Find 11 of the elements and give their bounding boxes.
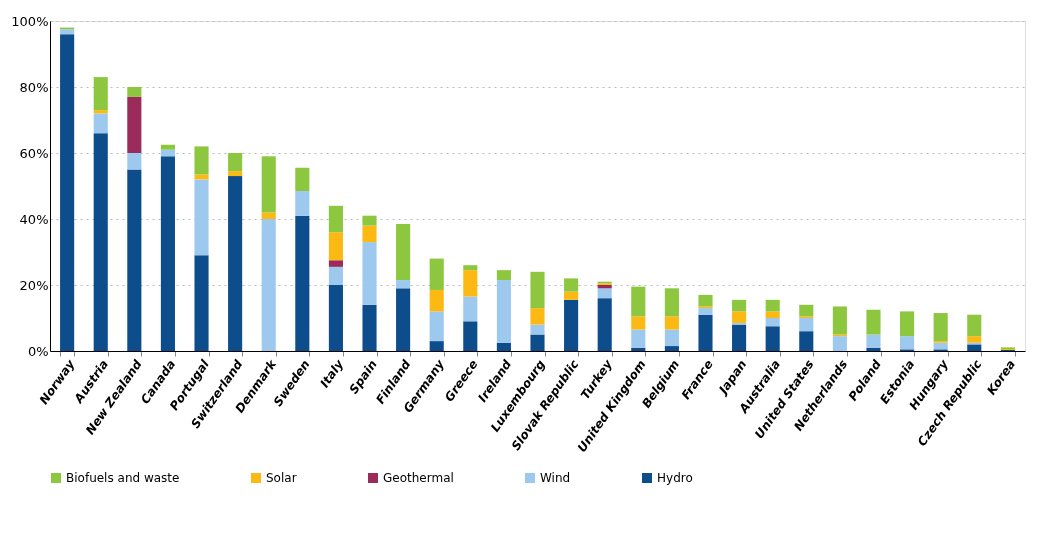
y-tick-label: 20% bbox=[19, 277, 49, 293]
y-tick-label: 0% bbox=[27, 343, 49, 359]
legend-label: Solar bbox=[266, 471, 297, 485]
y-tick-label: 60% bbox=[19, 145, 49, 161]
y-tick-label: 40% bbox=[19, 211, 49, 227]
legend-label: Geothermal bbox=[383, 471, 454, 485]
y-tick-label: 80% bbox=[19, 79, 49, 95]
legend-label: Biofuels and waste bbox=[66, 471, 180, 485]
legend-label: Hydro bbox=[657, 471, 693, 485]
y-tick-label: 100% bbox=[11, 13, 49, 29]
legend-label: Wind bbox=[540, 471, 571, 485]
